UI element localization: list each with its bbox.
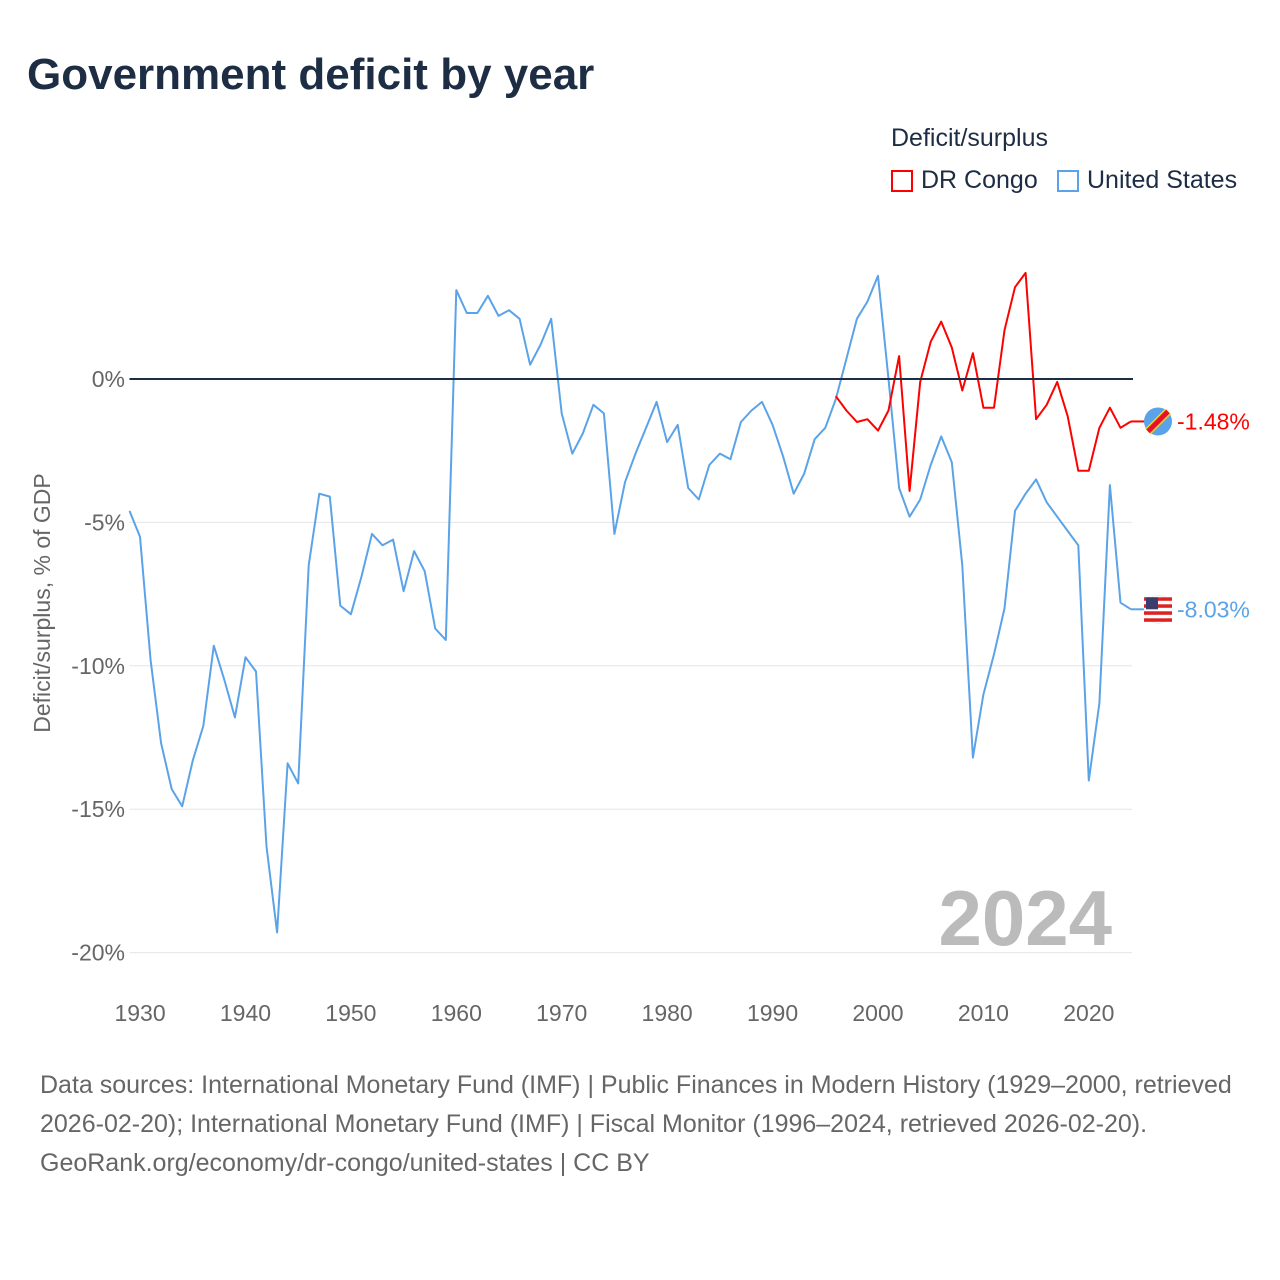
- y-tick-label: -20%: [71, 940, 125, 966]
- flag-stripe: [1146, 409, 1170, 434]
- flag-stripe: [1144, 611, 1172, 615]
- data-sources: Data sources: International Monetary Fun…: [40, 1071, 1232, 1138]
- chart-title: Government deficit by year: [27, 50, 595, 99]
- x-tick-label: 1970: [536, 1000, 587, 1026]
- y-tick-label: -15%: [71, 796, 125, 822]
- x-tick-label: 1980: [642, 1000, 693, 1026]
- legend-item-united-states[interactable]: United States: [1057, 166, 1237, 195]
- flag-stripe: [1144, 618, 1172, 622]
- series-line-dr-congo: [834, 271, 1132, 492]
- legend-swatch: [1057, 169, 1079, 192]
- legend-label: DR Congo: [921, 166, 1038, 194]
- x-tick-label: 2000: [852, 1000, 903, 1026]
- footer: Data sources: International Monetary Fun…: [40, 1066, 1240, 1183]
- x-tick-label: 1950: [325, 1000, 376, 1026]
- x-tick-label: 1930: [114, 1000, 165, 1026]
- x-tick-label: 1940: [220, 1000, 271, 1026]
- x-tick-label: 2020: [1063, 1000, 1114, 1026]
- credit-link[interactable]: GeoRank.org/economy/dr-congo/united-stat…: [40, 1149, 650, 1177]
- y-tick-label: 0%: [92, 366, 125, 392]
- x-tick-label: 2010: [958, 1000, 1009, 1026]
- x-tick-label: 1990: [747, 1000, 798, 1026]
- year-watermark: 2024: [938, 874, 1112, 962]
- x-tick-label: 1960: [431, 1000, 482, 1026]
- y-axis-label: Deficit/surplus, % of GDP: [29, 473, 55, 732]
- y-tick-label: -5%: [84, 509, 125, 535]
- legend-label: United States: [1087, 166, 1238, 194]
- series-line-united-states: [128, 274, 1132, 934]
- legend-item-dr-congo[interactable]: DR Congo: [891, 166, 1038, 195]
- y-tick-label: -10%: [71, 653, 125, 679]
- legend-title: Deficit/surplus: [891, 124, 1048, 152]
- end-value-label: -1.48%: [1177, 408, 1250, 434]
- legend-swatch: [891, 169, 913, 192]
- end-value-label: -8.03%: [1177, 596, 1250, 622]
- flag-canton: [1146, 597, 1158, 610]
